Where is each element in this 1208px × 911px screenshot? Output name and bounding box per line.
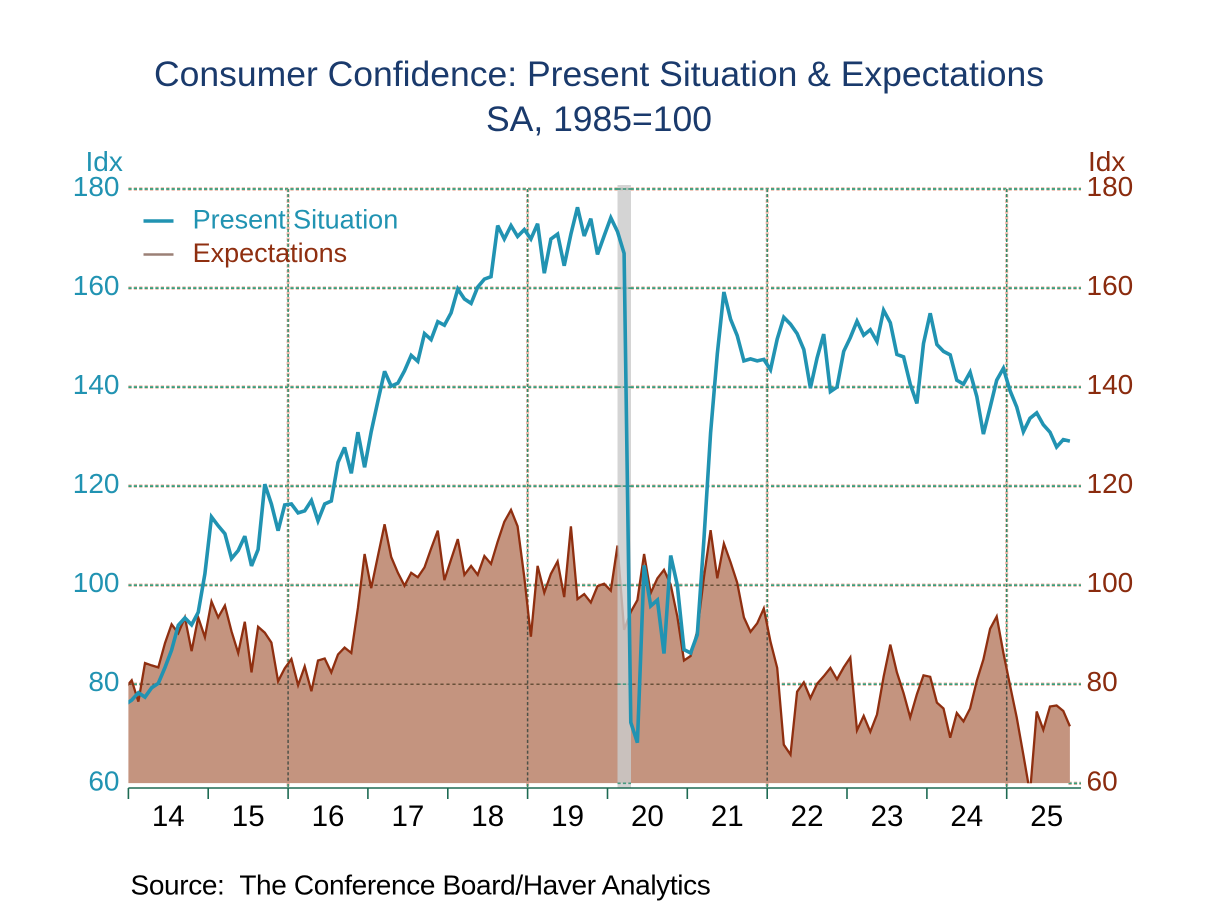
svg-text:14: 14 xyxy=(152,800,185,833)
svg-text:120: 120 xyxy=(1087,468,1134,499)
svg-text:21: 21 xyxy=(711,800,744,833)
svg-text:20: 20 xyxy=(631,800,664,833)
svg-text:Source: The Conference Board/: Source: The Conference Board/Haver Analy… xyxy=(131,870,711,901)
svg-text:100: 100 xyxy=(73,567,120,598)
svg-text:Expectations: Expectations xyxy=(193,238,348,268)
svg-text:100: 100 xyxy=(1087,567,1134,598)
svg-text:140: 140 xyxy=(73,369,120,400)
svg-text:24: 24 xyxy=(950,800,983,833)
svg-text:60: 60 xyxy=(88,765,119,796)
svg-text:160: 160 xyxy=(73,270,120,301)
svg-text:16: 16 xyxy=(312,800,345,833)
svg-text:Idx: Idx xyxy=(1088,146,1125,177)
svg-text:SA, 1985=100: SA, 1985=100 xyxy=(486,99,712,139)
svg-text:80: 80 xyxy=(1087,666,1118,697)
svg-text:15: 15 xyxy=(232,800,265,833)
svg-text:17: 17 xyxy=(391,800,424,833)
svg-text:60: 60 xyxy=(1087,765,1118,796)
svg-text:18: 18 xyxy=(471,800,504,833)
svg-text:Present Situation: Present Situation xyxy=(193,205,399,235)
svg-text:19: 19 xyxy=(551,800,584,833)
svg-text:180: 180 xyxy=(1087,171,1134,202)
svg-text:80: 80 xyxy=(88,666,119,697)
svg-text:25: 25 xyxy=(1030,800,1063,833)
svg-text:120: 120 xyxy=(73,468,120,499)
svg-text:22: 22 xyxy=(791,800,824,833)
svg-text:140: 140 xyxy=(1087,369,1134,400)
svg-text:Consumer Confidence: Present S: Consumer Confidence: Present Situation &… xyxy=(154,54,1044,94)
svg-text:160: 160 xyxy=(1087,270,1134,301)
svg-text:180: 180 xyxy=(73,171,120,202)
svg-text:23: 23 xyxy=(871,800,904,833)
svg-text:Idx: Idx xyxy=(86,146,123,177)
